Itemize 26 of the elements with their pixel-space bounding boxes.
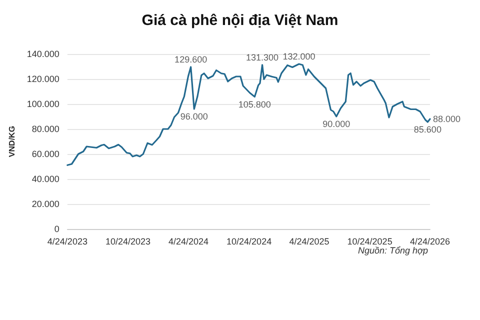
- annotation: 129.600: [174, 54, 208, 64]
- y-tick-label: 20.000: [32, 199, 60, 209]
- annotation: 132.000: [282, 52, 316, 62]
- annotation: 88.000: [433, 114, 461, 124]
- annotation: 131.300: [246, 52, 279, 62]
- x-tick-label: 4/24/2026: [410, 236, 450, 246]
- text: Nguồn: Tổng hợp: [358, 246, 428, 256]
- x-tick-label: 10/24/2024: [226, 236, 272, 246]
- annotation: 85.600: [414, 124, 442, 134]
- y-tick-label: 60.000: [32, 149, 60, 159]
- y-tick-label: 140.000: [26, 49, 60, 59]
- x-tick-label: 4/24/2024: [168, 236, 209, 246]
- annotation: 105.800: [238, 99, 271, 110]
- y-tick-label: 80.000: [32, 124, 60, 134]
- annotation: 90.000: [322, 119, 350, 129]
- y-tick-label: 40.000: [32, 174, 60, 184]
- chart-title: Giá cà phê nội địa Việt Nam: [142, 12, 338, 29]
- x-tick-label: 4/24/2025: [289, 236, 330, 246]
- annotation: 96.000: [180, 112, 208, 122]
- y-axis-title: VND/KG: [8, 126, 16, 158]
- x-tick-label: 10/24/2023: [105, 236, 150, 246]
- x-tick-label: 4/24/2023: [47, 236, 88, 246]
- y-tick-label: 100.000: [26, 99, 60, 109]
- y-tick-label: 0: [54, 224, 60, 234]
- x-tick-label: 10/24/2025: [347, 236, 392, 246]
- y-tick-label: 120.000: [26, 74, 60, 84]
